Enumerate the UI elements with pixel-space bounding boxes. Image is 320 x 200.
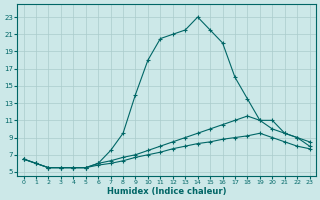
X-axis label: Humidex (Indice chaleur): Humidex (Indice chaleur) — [107, 187, 226, 196]
